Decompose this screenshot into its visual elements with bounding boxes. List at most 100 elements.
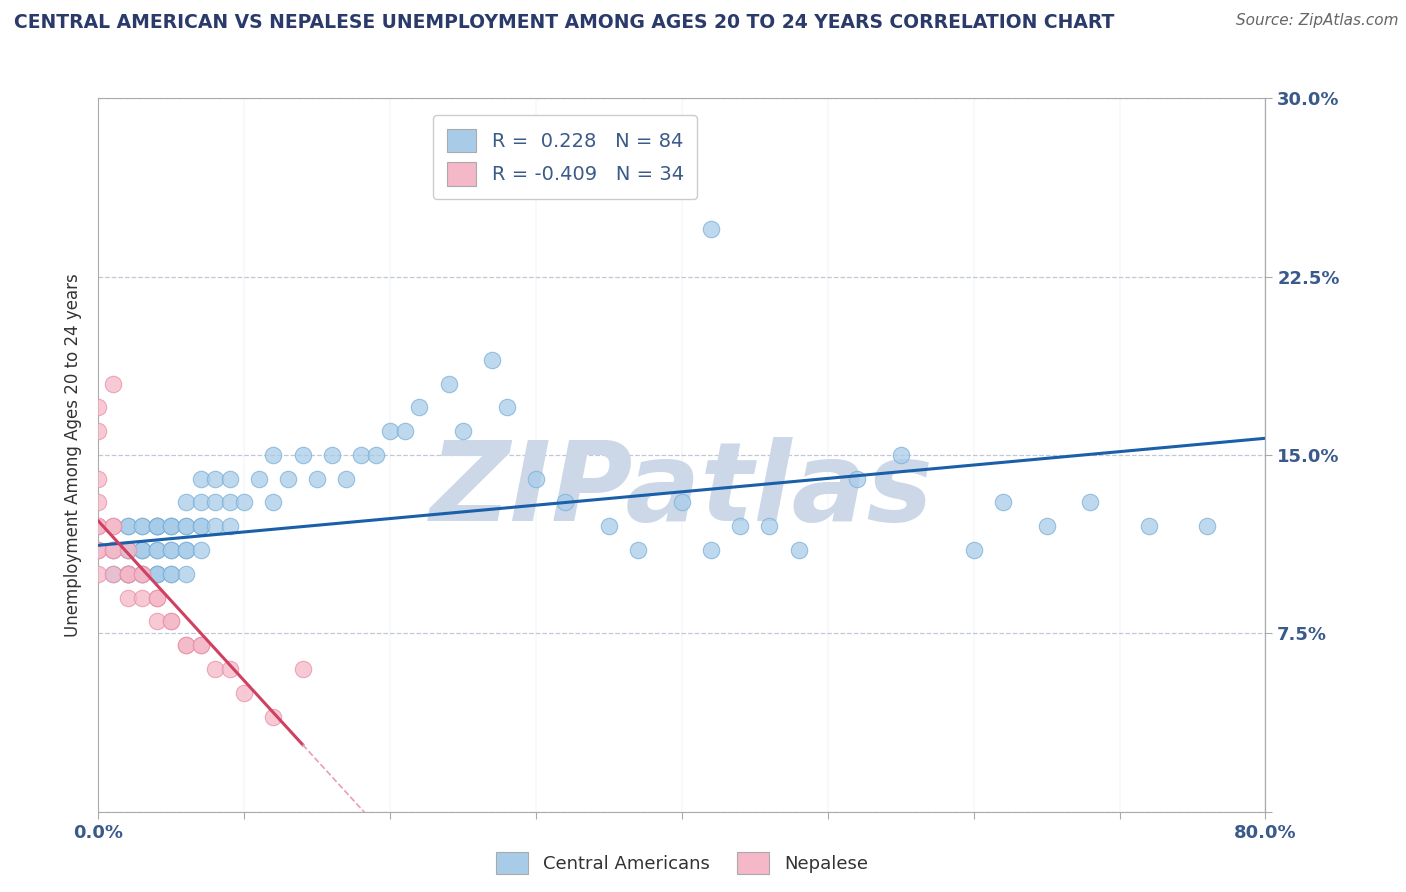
Point	[1035, 519, 1057, 533]
Point	[131, 566, 153, 581]
Point	[991, 495, 1014, 509]
Point	[262, 495, 284, 509]
Point	[117, 591, 139, 605]
Point	[612, 174, 634, 188]
Point	[117, 543, 139, 558]
Point	[146, 519, 169, 533]
Point	[190, 543, 212, 558]
Point	[87, 566, 110, 581]
Point	[204, 662, 226, 676]
Point	[101, 543, 124, 558]
Point	[700, 222, 723, 236]
Point	[204, 495, 226, 509]
Point	[277, 472, 299, 486]
Point	[174, 566, 197, 581]
Point	[291, 662, 314, 676]
Point	[117, 543, 139, 558]
Point	[671, 495, 693, 509]
Point	[117, 566, 139, 581]
Point	[117, 566, 139, 581]
Point	[131, 543, 153, 558]
Point	[481, 352, 503, 367]
Point	[758, 519, 780, 533]
Point	[160, 615, 183, 629]
Point	[190, 472, 212, 486]
Point	[174, 519, 197, 533]
Point	[146, 591, 169, 605]
Point	[101, 519, 124, 533]
Point	[160, 543, 183, 558]
Point	[1137, 519, 1160, 533]
Point	[117, 543, 139, 558]
Point	[190, 519, 212, 533]
Point	[247, 472, 270, 486]
Point	[204, 472, 226, 486]
Point	[204, 519, 226, 533]
Point	[190, 519, 212, 533]
Point	[117, 519, 139, 533]
Point	[131, 591, 153, 605]
Point	[131, 543, 153, 558]
Point	[174, 638, 197, 652]
Point	[117, 566, 139, 581]
Point	[335, 472, 357, 486]
Point	[87, 519, 110, 533]
Point	[131, 566, 153, 581]
Point	[190, 638, 212, 652]
Point	[160, 519, 183, 533]
Point	[87, 401, 110, 415]
Point	[1195, 519, 1218, 533]
Point	[218, 495, 240, 509]
Point	[87, 472, 110, 486]
Point	[233, 686, 256, 700]
Point	[307, 472, 329, 486]
Point	[408, 401, 430, 415]
Point	[146, 519, 169, 533]
Point	[700, 543, 723, 558]
Point	[146, 566, 169, 581]
Point	[554, 495, 576, 509]
Point	[174, 519, 197, 533]
Point	[117, 566, 139, 581]
Point	[728, 519, 751, 533]
Point	[117, 519, 139, 533]
Point	[627, 543, 650, 558]
Point	[437, 376, 460, 391]
Point	[131, 543, 153, 558]
Point	[146, 519, 169, 533]
Point	[131, 519, 153, 533]
Point	[845, 472, 868, 486]
Point	[160, 519, 183, 533]
Text: CENTRAL AMERICAN VS NEPALESE UNEMPLOYMENT AMONG AGES 20 TO 24 YEARS CORRELATION : CENTRAL AMERICAN VS NEPALESE UNEMPLOYMEN…	[14, 13, 1115, 32]
Point	[524, 472, 547, 486]
Text: Source: ZipAtlas.com: Source: ZipAtlas.com	[1236, 13, 1399, 29]
Point	[101, 566, 124, 581]
Point	[87, 495, 110, 509]
Point	[394, 424, 416, 438]
Point	[598, 519, 620, 533]
Point	[146, 519, 169, 533]
Point	[262, 448, 284, 462]
Point	[174, 543, 197, 558]
Point	[218, 519, 240, 533]
Point	[146, 615, 169, 629]
Point	[117, 566, 139, 581]
Point	[101, 566, 124, 581]
Legend: Central Americans, Nepalese: Central Americans, Nepalese	[485, 841, 879, 885]
Point	[131, 566, 153, 581]
Point	[131, 519, 153, 533]
Point	[218, 662, 240, 676]
Point	[451, 424, 474, 438]
Point	[146, 566, 169, 581]
Point	[87, 543, 110, 558]
Point	[174, 543, 197, 558]
Point	[101, 543, 124, 558]
Point	[321, 448, 343, 462]
Point	[101, 519, 124, 533]
Point	[146, 566, 169, 581]
Point	[131, 566, 153, 581]
Point	[1080, 495, 1102, 509]
Point	[190, 495, 212, 509]
Point	[101, 543, 124, 558]
Point	[174, 495, 197, 509]
